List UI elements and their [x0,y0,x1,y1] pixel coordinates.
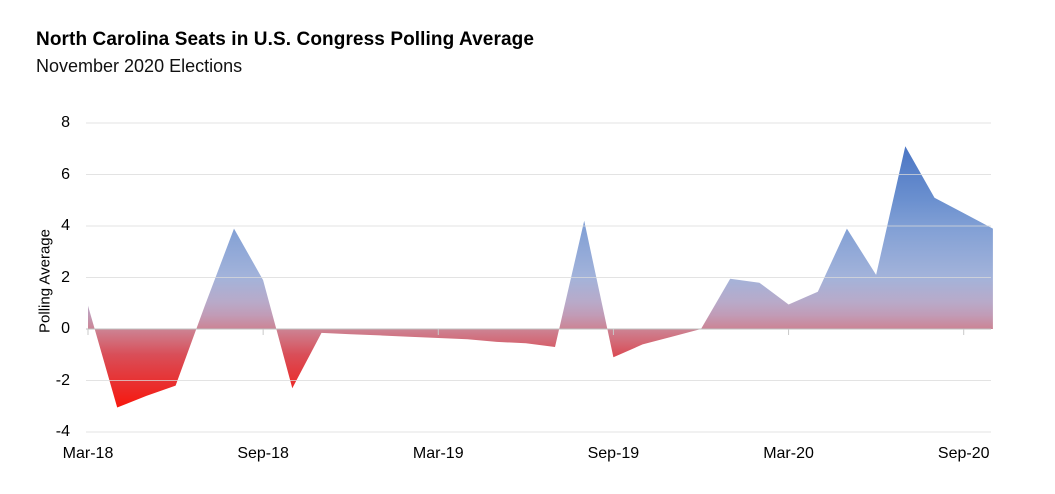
chart-title: North Carolina Seats in U.S. Congress Po… [36,29,535,50]
x-tick-label: Mar-18 [62,445,114,462]
y-tick-label: 8 [61,114,70,131]
y-tick-label: 6 [61,165,70,183]
x-tick-label: Mar-19 [412,445,464,462]
y-tick-label: 4 [61,217,70,234]
y-tick-label: 2 [61,268,70,286]
x-tick-label: Sep-20 [937,445,990,462]
x-tick-label: Sep-18 [237,445,289,462]
chart-subtitle: November 2020 Elections [36,56,243,76]
x-tick-label: Mar-20 [763,445,814,462]
y-tick-label: 0 [61,320,70,337]
plot-area [86,122,993,433]
y-tick-label: -4 [55,423,70,440]
x-tick-label: Sep-19 [587,445,640,462]
y-tick-label: -2 [55,371,70,389]
